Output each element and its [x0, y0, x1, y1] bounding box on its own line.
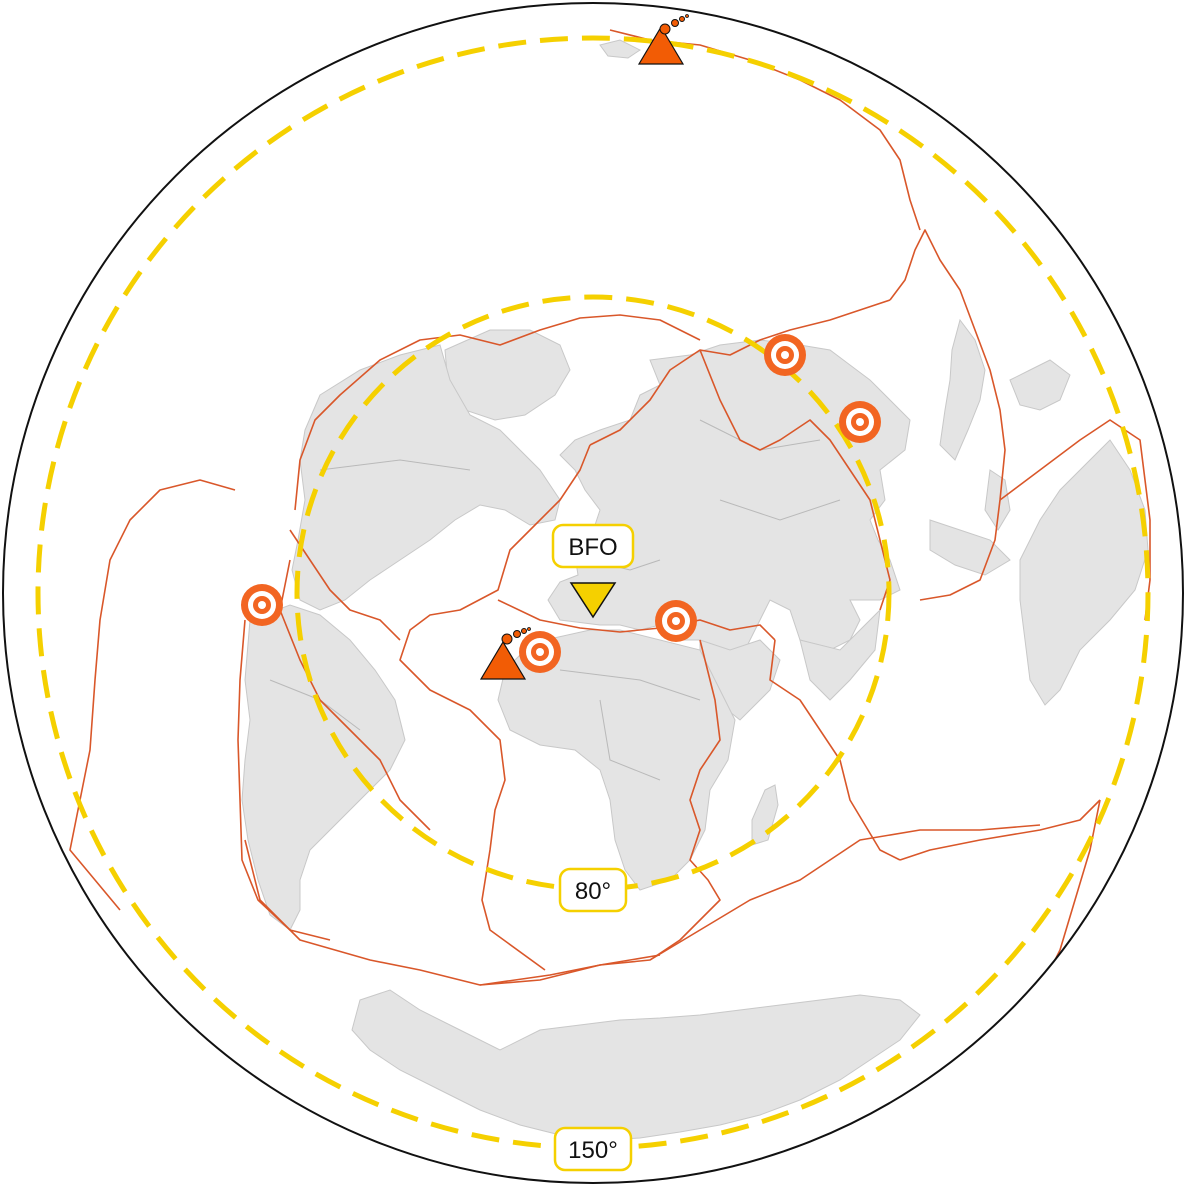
station-label-box	[551, 523, 635, 569]
volcano-markers	[479, 14, 689, 680]
plate-boundary-west-pacific	[889, 229, 1006, 601]
plate-boundary-north-america-west	[294, 314, 701, 511]
land-antarctica	[351, 989, 921, 1141]
plate-boundary-caribbean	[289, 529, 401, 641]
station-label: BFO	[568, 534, 617, 561]
plate-boundary-pacific-south	[899, 799, 1101, 861]
plate-boundary-arctic	[589, 299, 891, 446]
target-icon[interactable]	[519, 631, 561, 673]
inverted-triangle-icon[interactable]	[569, 582, 617, 619]
distance-label-150: 150°	[553, 1126, 633, 1172]
distance-label-80-text: 80°	[575, 878, 611, 905]
plate-boundary-southern	[479, 824, 1041, 986]
land-north-america	[291, 344, 561, 611]
land-africa	[497, 629, 736, 891]
border-asia-2	[719, 499, 841, 521]
land-japan	[939, 318, 986, 461]
border-namerica-1	[319, 459, 471, 471]
station-marker[interactable]: BFO	[551, 523, 635, 619]
event-markers	[241, 334, 881, 673]
target-icon[interactable]	[655, 600, 697, 642]
plate-boundary-pacific-east	[69, 479, 236, 911]
land-indonesia	[929, 519, 1011, 576]
volcano-triangle-icon[interactable]	[637, 14, 689, 65]
land-india	[799, 608, 881, 701]
plate-boundary-east-africa-rift	[649, 639, 721, 961]
plate-boundary-antarctic-ring	[244, 839, 661, 986]
border-africa-1	[559, 669, 701, 701]
target-icon[interactable]	[241, 584, 283, 626]
volcano-triangle-icon[interactable]	[479, 627, 531, 680]
border-africa-2	[599, 699, 661, 781]
land-pacific-islands	[599, 39, 641, 59]
plate-boundary-indian-ridge	[769, 639, 901, 861]
distance-label-80: 80°	[558, 867, 628, 913]
land-south-america	[241, 604, 406, 931]
plate-boundary-andes	[237, 619, 331, 941]
plate-boundary-asia-interior	[699, 349, 891, 611]
land-australia	[1019, 439, 1149, 706]
distance-circle-150	[35, 35, 1151, 1151]
target-icon[interactable]	[839, 401, 881, 443]
land-new-zealand-area	[1009, 359, 1071, 411]
plate-boundary-nazca	[279, 559, 431, 831]
target-icon[interactable]	[764, 334, 806, 376]
distance-label-150-text: 150°	[568, 1137, 618, 1164]
land-madagascar	[751, 784, 779, 846]
land-eurasia	[547, 339, 911, 661]
plate-boundary-mid-atlantic	[399, 444, 591, 971]
land-layer	[241, 39, 1149, 1141]
